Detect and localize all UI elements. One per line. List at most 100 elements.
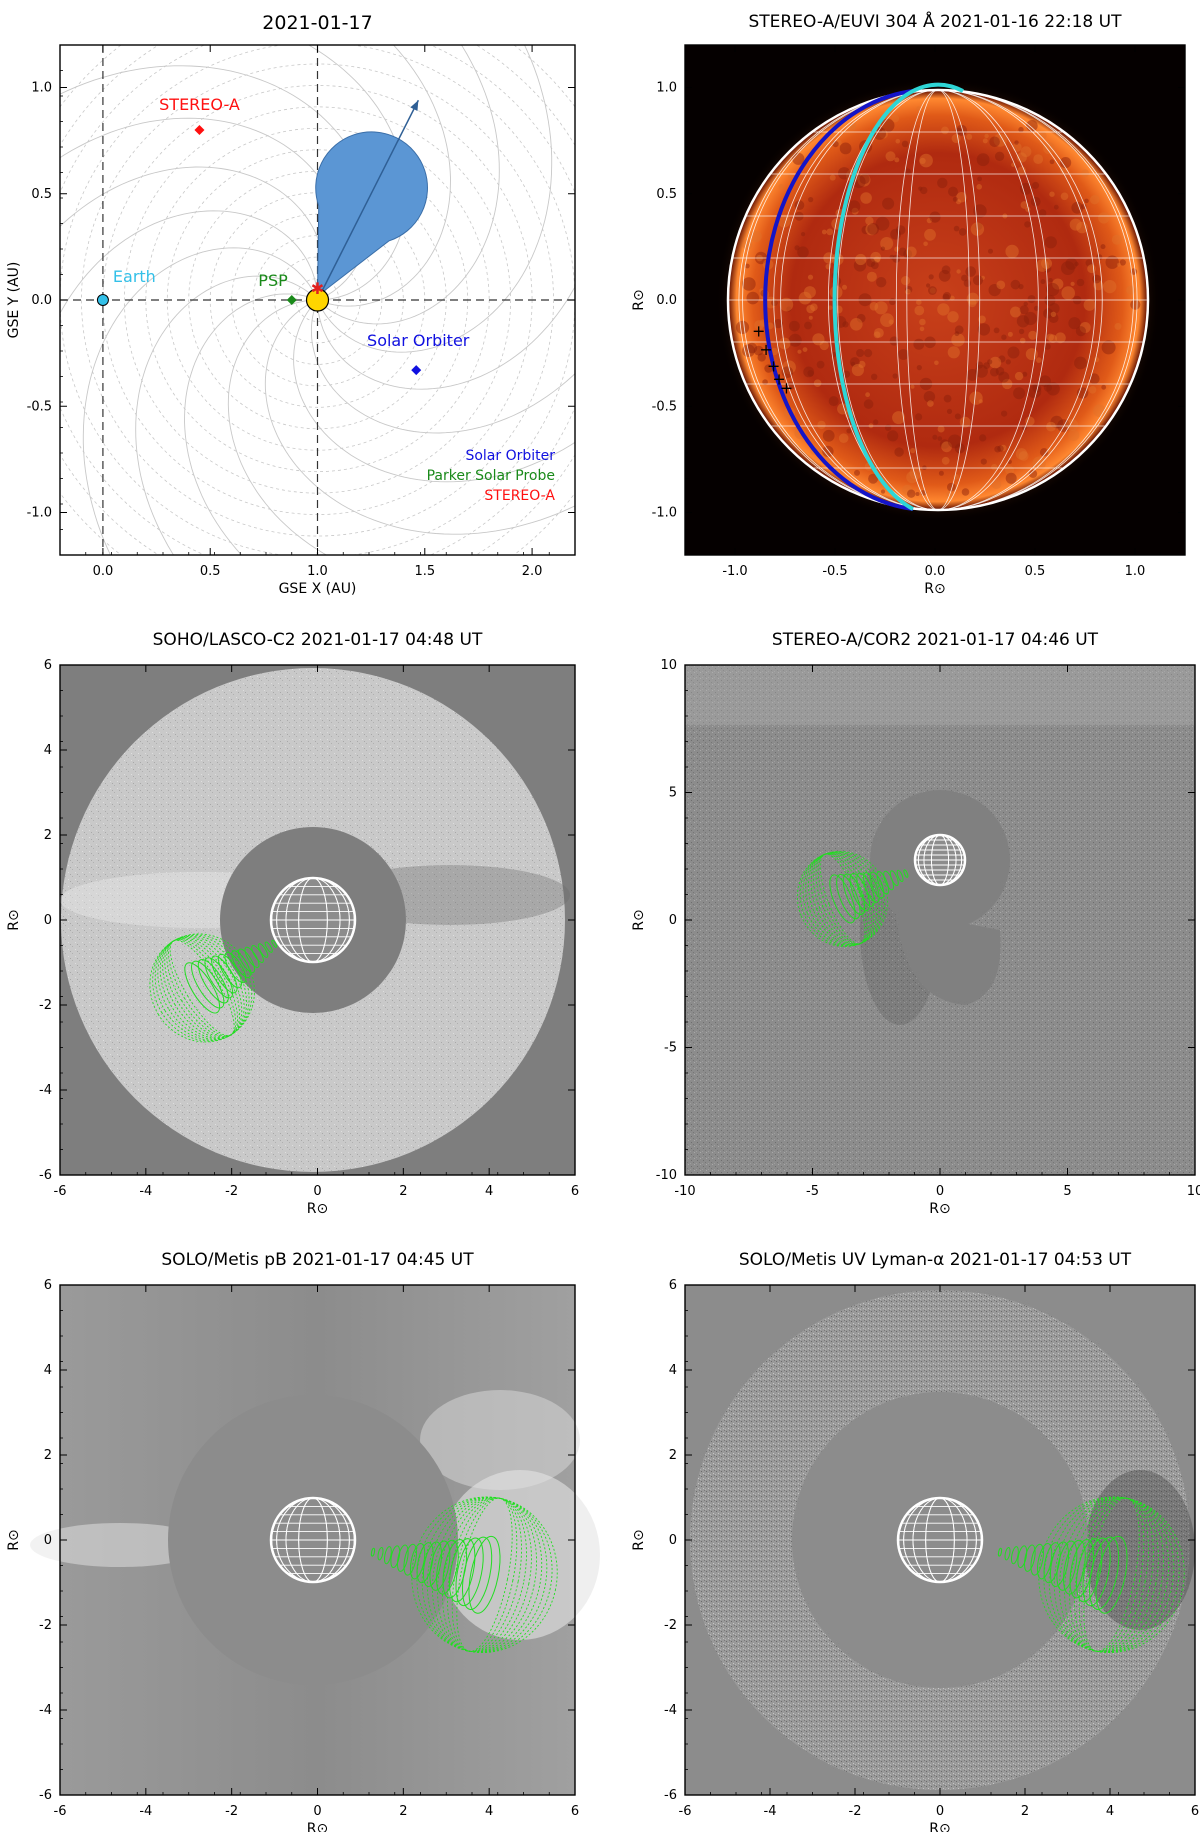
euvi-granule bbox=[898, 247, 907, 257]
metis-uv-cme-leg-ring bbox=[1095, 1535, 1128, 1614]
parker-spiral bbox=[317, 45, 451, 307]
euvi-granule bbox=[870, 251, 882, 263]
metis-pb-panel bbox=[30, 1284, 600, 1796]
euvi-granule bbox=[1085, 259, 1093, 267]
euvi-granule bbox=[954, 331, 960, 337]
p1-xtick-label: 0.0 bbox=[93, 564, 114, 579]
euvi-granule bbox=[807, 274, 814, 280]
metis-pb-cme-leg-ring bbox=[442, 1539, 468, 1599]
euvi-granule bbox=[797, 246, 809, 258]
euvi-granule bbox=[1025, 348, 1038, 361]
euvi-granule bbox=[1043, 264, 1052, 273]
euvi-granule bbox=[1074, 261, 1079, 267]
euvi-granule bbox=[1046, 447, 1052, 453]
euvi-granule bbox=[838, 167, 851, 180]
euvi-granule bbox=[884, 424, 892, 431]
euvi-granule bbox=[932, 434, 938, 440]
euvi-granule bbox=[948, 186, 958, 197]
cor2-sun-grid-longitude bbox=[914, 834, 966, 886]
metis-pb-cme-flux-rope-shell bbox=[447, 1497, 522, 1652]
euvi-granule bbox=[1032, 383, 1042, 393]
lasco-cme-flux-rope-shell bbox=[168, 939, 237, 1037]
euvi-granule bbox=[1018, 451, 1029, 461]
p1-xtick-label: 1.5 bbox=[414, 564, 435, 579]
cor2-cme-leg-ring bbox=[869, 871, 885, 899]
p2-ytick-label: -1.0 bbox=[652, 506, 677, 521]
metis-pb-sun-grid-longitude bbox=[271, 1497, 355, 1583]
parker-spiral bbox=[317, 45, 500, 325]
parker-spiral bbox=[184, 293, 318, 555]
euvi-granule bbox=[882, 197, 895, 210]
euvi-granule bbox=[1005, 244, 1019, 259]
euvi-granule bbox=[1028, 469, 1038, 478]
parker-spiral bbox=[317, 285, 575, 390]
legend-entry: Solar Orbiter bbox=[465, 448, 555, 464]
euvi-granule bbox=[855, 253, 867, 266]
euvi-granule bbox=[750, 230, 762, 242]
metis-uv-cme-leg-ring bbox=[997, 1547, 1003, 1557]
euvi-granule bbox=[861, 225, 870, 235]
euvi-granule bbox=[1018, 284, 1024, 290]
euvi-granule bbox=[915, 413, 923, 421]
euvi-granule bbox=[812, 333, 825, 346]
metis-pb-streamer-ne bbox=[420, 1390, 580, 1490]
p5-xtick-label: -6 bbox=[54, 1804, 67, 1819]
euvi-granule bbox=[1052, 278, 1064, 290]
metis-pb-cme-leg-ring bbox=[403, 1543, 417, 1576]
p2-xtick-label: 0.5 bbox=[1025, 564, 1046, 579]
panel5-title: SOLO/Metis pB 2021-01-17 04:45 UT bbox=[161, 1250, 474, 1270]
euvi-granule bbox=[797, 349, 802, 354]
euvi-granule bbox=[1068, 317, 1081, 330]
euvi-granule bbox=[788, 174, 794, 180]
euvi-granule bbox=[873, 331, 881, 339]
metis-uv-cme-leg-ring bbox=[1023, 1544, 1036, 1572]
euvi-granule bbox=[939, 439, 950, 449]
euvi-granule bbox=[901, 276, 911, 286]
euvi-granule bbox=[956, 124, 968, 136]
euvi-granule bbox=[923, 241, 928, 247]
euvi-granule bbox=[966, 292, 979, 305]
euvi-granule bbox=[829, 174, 836, 181]
p6-ytick-label: -6 bbox=[664, 1788, 677, 1803]
lasco-cme-leg-ring bbox=[204, 957, 234, 999]
euvi-granule bbox=[849, 357, 860, 368]
p1-ytick-label: 1.0 bbox=[31, 81, 52, 96]
parker-spiral bbox=[135, 275, 318, 555]
euvi-granule bbox=[929, 211, 941, 223]
euvi-granule bbox=[778, 184, 784, 190]
euvi-granule bbox=[909, 467, 922, 480]
p3-ytick-label: -4 bbox=[39, 1083, 52, 1098]
euvi-granule bbox=[1092, 274, 1101, 284]
metis-uv-cme-flux-rope-shell bbox=[1064, 1497, 1159, 1653]
euvi-granule bbox=[801, 232, 806, 237]
p3-ytick-label: 2 bbox=[44, 828, 52, 843]
metis-uv-panel bbox=[684, 1284, 1196, 1796]
p6-xtick-label: -6 bbox=[679, 1804, 692, 1819]
euvi-granule bbox=[851, 363, 865, 377]
euvi-granule bbox=[828, 396, 839, 407]
euvi-granule bbox=[1046, 282, 1060, 297]
euvi-granule bbox=[1036, 357, 1042, 363]
metis-uv-cme-leg-ring bbox=[1004, 1547, 1011, 1561]
metis-uv-cme-flux-rope-shell bbox=[1074, 1497, 1149, 1652]
euvi-granule bbox=[889, 254, 895, 260]
euvi-granule bbox=[1055, 332, 1066, 344]
p5-ytick-label: 2 bbox=[44, 1448, 52, 1463]
euvi-granule bbox=[989, 136, 1000, 148]
metis-uv-cme-flux-rope-shell bbox=[1043, 1496, 1180, 1653]
cor2-bright-band bbox=[685, 665, 1195, 725]
euvi-granule bbox=[1126, 285, 1136, 295]
p6-ytick-label: 6 bbox=[669, 1278, 677, 1293]
metis-uv-cme-leg-ring bbox=[1017, 1545, 1028, 1569]
euvi-granule bbox=[1119, 259, 1126, 266]
euvi-granule bbox=[898, 349, 909, 360]
metis-pb-cme-leg-ring bbox=[455, 1537, 484, 1607]
p5-xtick-label: -2 bbox=[225, 1804, 238, 1819]
metis-pb-cme-leg-ring bbox=[449, 1538, 476, 1603]
euvi-granule bbox=[1043, 142, 1055, 155]
euvi-granule bbox=[961, 488, 970, 496]
euvi-granule bbox=[1032, 456, 1046, 470]
p1-ytick-label: 0.5 bbox=[31, 187, 52, 202]
euvi-granule bbox=[1014, 140, 1019, 145]
p5-ytick-label: -4 bbox=[39, 1703, 52, 1718]
